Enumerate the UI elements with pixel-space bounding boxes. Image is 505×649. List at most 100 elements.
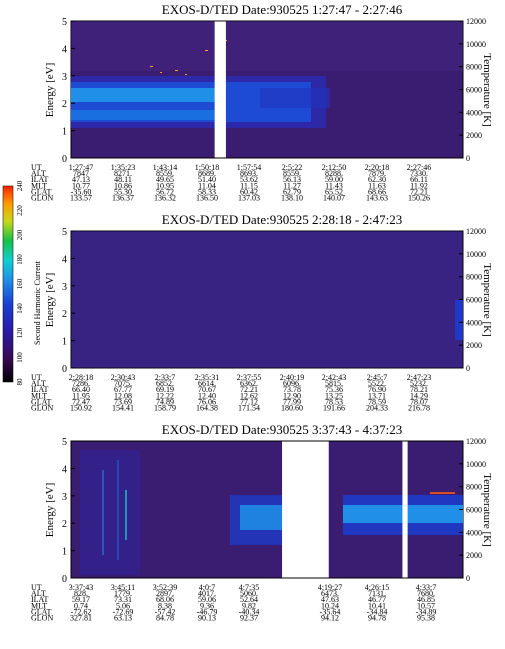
table-cell: 12.90: [283, 391, 301, 400]
panel-2-ytick-label: 0: [62, 364, 67, 375]
table-cell: 327.81: [70, 614, 92, 623]
table-cell: 65.52: [325, 187, 343, 196]
table-cell: -72.69: [113, 607, 134, 616]
table-cell: 1:35:23: [111, 163, 135, 172]
table-cell: 7680.: [417, 589, 435, 598]
table-cell: 11.92: [410, 181, 428, 190]
table-cell: 3:45:11: [111, 583, 135, 592]
colorbar-ticks: 80 100 120 140 160 180 200 220 240: [16, 180, 24, 385]
table-cell: 12.08: [114, 391, 132, 400]
panel-2-ytick-label: 2: [62, 309, 67, 320]
panel-2-ytick-label: 5: [62, 227, 67, 238]
table-cell: 4:0:7: [199, 583, 215, 592]
table-cell: 138.10: [281, 194, 303, 203]
table-cell: 94.12: [321, 614, 339, 623]
table-cell: 51.40: [198, 175, 216, 184]
panel-2-ylabel-right: Temperature [K]: [481, 263, 493, 336]
panel-3-rtick-label: 8000: [466, 483, 482, 492]
table-row-label: GLAT: [31, 607, 52, 616]
colorbar-tick-label: 160: [16, 278, 24, 289]
table-row-label: ILAT: [31, 595, 48, 604]
table-row-label: ILAT: [31, 385, 48, 394]
table-cell: 74.89: [156, 397, 174, 406]
colorbar-tick-label: 80: [16, 378, 24, 386]
table-cell: 75.36: [325, 385, 343, 394]
panel-1-band-core: [71, 88, 221, 102]
table-cell: 46.77: [368, 595, 386, 604]
table-cell: 76.06: [198, 397, 216, 406]
table-row-label: MLT: [31, 391, 47, 400]
table-row-label: ALT: [31, 169, 46, 178]
table-cell: 6473.: [321, 589, 339, 598]
table-cell: 68.06: [156, 595, 174, 604]
table-cell: 2:5:22: [282, 163, 302, 172]
table-cell: 59.06: [198, 595, 216, 604]
panel-3-ytick-label: 4: [62, 464, 67, 475]
table-row-label: GLAT: [31, 187, 52, 196]
table-cell: 60.42: [240, 187, 258, 196]
table-cell: 76.90: [368, 385, 386, 394]
panel-3-ylabel-right: Temperature [K]: [481, 473, 493, 546]
panel-2-rtick-label: 6000: [466, 296, 482, 305]
panel-1-ytick-label: 2: [62, 99, 67, 110]
table-cell: 3:52:39: [153, 583, 177, 592]
table-cell: 78.53: [325, 397, 343, 406]
table-cell: -34.84: [367, 607, 388, 616]
panel-3-data-gap: [282, 441, 329, 578]
table-cell: 9.82: [242, 601, 256, 610]
panel-3-rtick-label: 10000: [466, 460, 486, 469]
table-cell: 72.21: [410, 187, 428, 196]
table-row-label: ALT: [31, 379, 46, 388]
table-cell: 2:37:55: [237, 373, 261, 382]
panel-1-rtick-label: 0: [466, 154, 470, 163]
table-cell: 1:50:18: [195, 163, 219, 172]
table-cell: 5522.: [368, 379, 386, 388]
table-cell: 90.13: [198, 614, 216, 623]
table-cell: 5060.: [240, 589, 258, 598]
speckle: [185, 74, 187, 75]
panel-1-rtick-label: 6000: [466, 86, 482, 95]
table-cell: 1:43:14: [153, 163, 177, 172]
table-cell: 8288.: [325, 169, 343, 178]
table-row-label: ALT: [31, 589, 46, 598]
table-cell: 66.40: [72, 385, 90, 394]
colorbar-tick-label: 100: [16, 352, 24, 363]
table-cell: 11.63: [368, 181, 386, 190]
panel-1-data-gap: [214, 21, 226, 158]
table-cell: 73.78: [283, 385, 301, 394]
panel-2: EXOS-D/TED Date:930525 2:28:18 - 2:47:23…: [31, 212, 493, 413]
speckle: [160, 72, 162, 73]
panel-2-ytick-label: 3: [62, 282, 67, 293]
colorbar-tick-label: 240: [16, 180, 24, 191]
speckle: [150, 66, 153, 67]
table-cell: 7075.: [114, 379, 132, 388]
table-cell: 52.64: [240, 595, 258, 604]
panel-1-ytick-label: 4: [62, 44, 67, 55]
table-cell: 0.74: [74, 601, 88, 610]
panel-1-rtick-label: 8000: [466, 63, 482, 72]
panel-3-data-gap: [402, 441, 408, 578]
table-cell: 6614.: [198, 379, 216, 388]
panel-3-ytick-label: 1: [62, 547, 67, 558]
colorbar-ramp: [2, 185, 14, 383]
table-cell: 78.07: [410, 397, 428, 406]
panel-3-gaps: [282, 441, 408, 578]
table-cell: 158.79: [154, 404, 176, 413]
table-row-label: MLT: [31, 181, 47, 190]
table-cell: 13.71: [368, 391, 386, 400]
panel-1-ytick-label: 3: [62, 72, 67, 83]
table-cell: 5.06: [116, 601, 130, 610]
table-row-label: GLAT: [31, 397, 52, 406]
table-cell: 8689.: [198, 169, 216, 178]
table-cell: 7847: [73, 169, 89, 178]
table-cell: 72.47: [72, 397, 90, 406]
table-cell: 10.57: [417, 601, 435, 610]
table-cell: 10.24: [321, 601, 339, 610]
panel-2-left-ticks: 0 1 2 3 4 5: [62, 227, 75, 375]
table-cell: 47.63: [321, 595, 339, 604]
panel-2-rtick-label: 12000: [466, 227, 486, 236]
table-cell: 94.78: [368, 614, 386, 623]
table-cell: 133.57: [70, 194, 92, 203]
table-cell: 58.33: [198, 187, 216, 196]
